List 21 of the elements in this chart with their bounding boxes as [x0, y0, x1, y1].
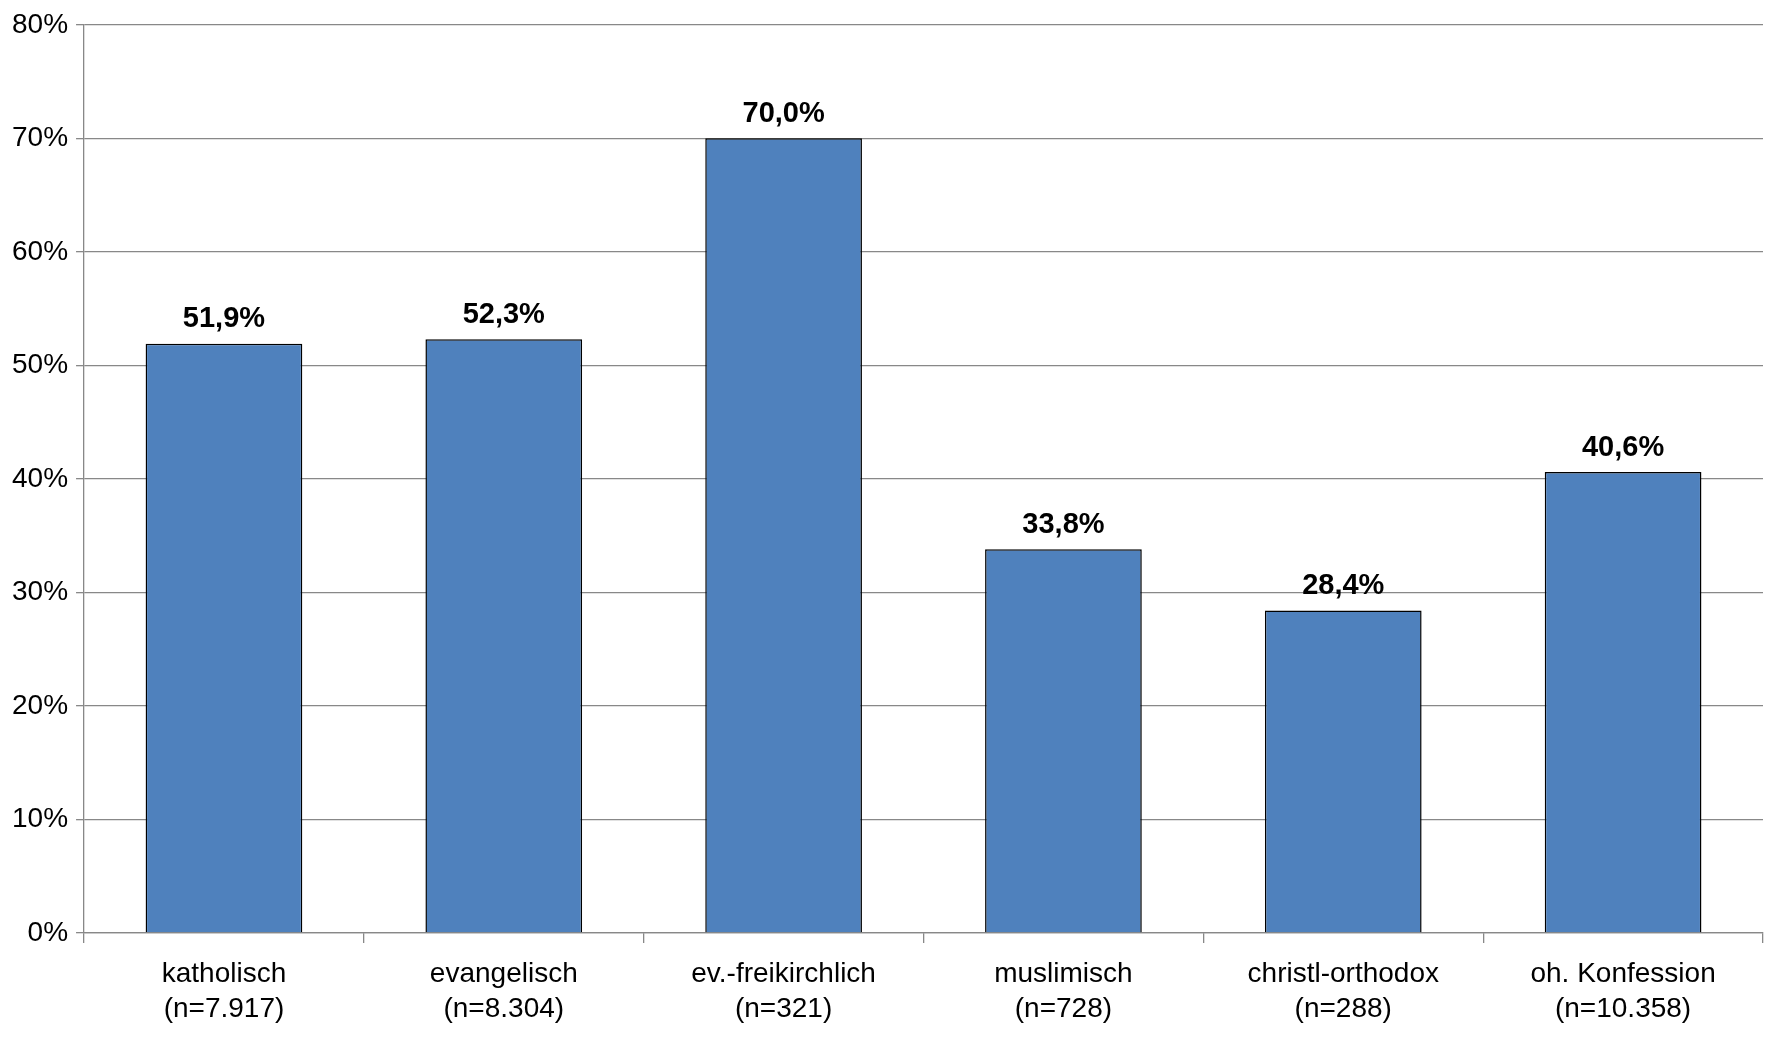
- data-label: 33,8%: [1022, 506, 1105, 539]
- y-tick-label: 0%: [27, 915, 69, 947]
- y-tick-label: 10%: [11, 802, 69, 834]
- y-tick-label: 30%: [11, 575, 69, 607]
- y-tick-label: 60%: [11, 234, 69, 266]
- y-tick-label: 40%: [11, 461, 69, 493]
- y-tick-label: 70%: [11, 121, 69, 153]
- y-tick-label: 20%: [11, 688, 69, 720]
- x-tick-label: oh. Konfession (n=10.358): [1530, 957, 1716, 1024]
- x-tick-label: katholisch (n=7.917): [161, 957, 287, 1024]
- y-tick-label: 50%: [11, 348, 69, 380]
- x-tick-label: christl-orthodox (n=288): [1247, 957, 1439, 1024]
- data-label: 52,3%: [462, 296, 546, 329]
- data-label: 70,0%: [742, 95, 825, 128]
- data-label: 28,4%: [1302, 568, 1385, 601]
- x-tick-label: ev.-freikirchlich (n=321): [691, 957, 876, 1024]
- data-label: 40,6%: [1581, 429, 1665, 462]
- y-tick-label: 80%: [11, 7, 69, 39]
- data-label: 51,9%: [182, 301, 266, 334]
- x-tick-label: evangelisch (n=8.304): [429, 957, 578, 1024]
- x-tick-label: muslimisch (n=728): [994, 957, 1133, 1024]
